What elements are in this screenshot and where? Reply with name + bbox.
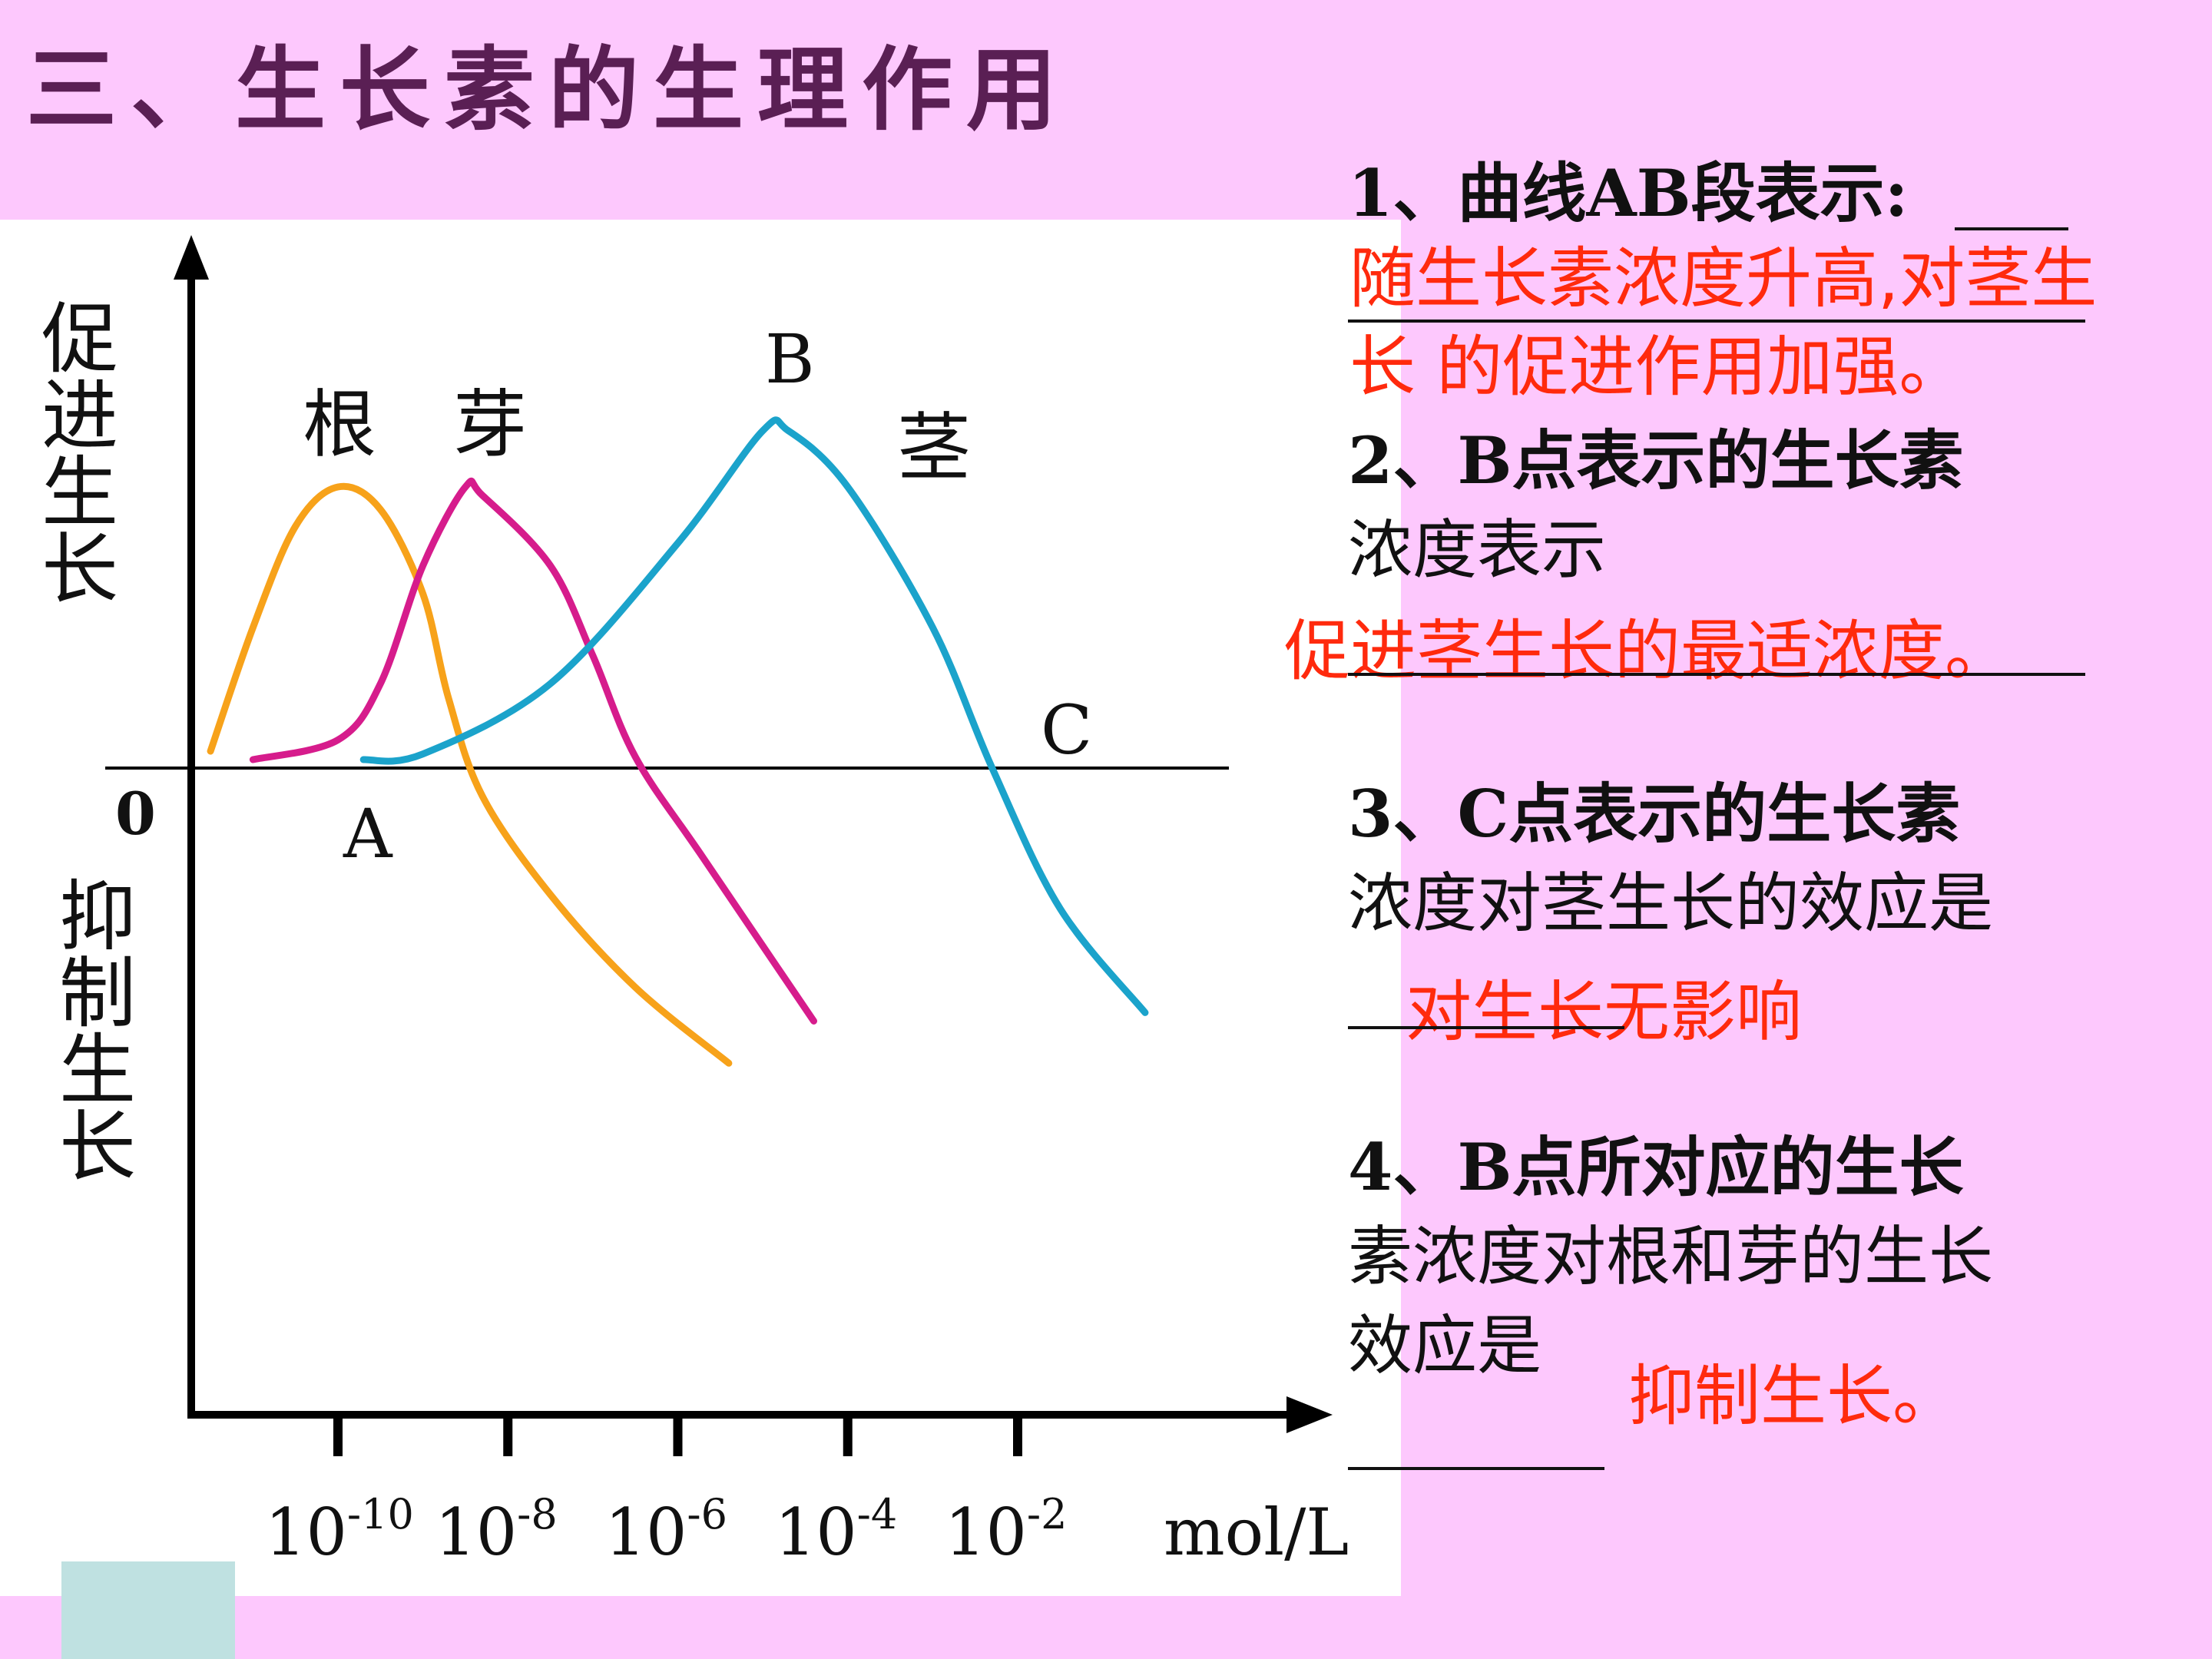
q3-blank bbox=[1348, 1026, 1624, 1029]
chart-panel: 促进生长 抑制生长 0 A B C 根 芽 茎 10-10 10-8 10-6 10-… bbox=[0, 220, 1401, 1596]
point-label-B: B bbox=[765, 320, 815, 399]
q2-line1: 2、B点表示的生长素 bbox=[1348, 422, 1964, 498]
q4-answer: 抑制生长。 bbox=[1628, 1358, 1959, 1435]
q4-line3: 效应是 bbox=[1348, 1308, 1542, 1383]
q1-answer-line2: 长 的促进作用加强。 bbox=[1349, 329, 1965, 406]
q3-line1: 3、C点表示的生长素 bbox=[1348, 776, 1961, 852]
curves bbox=[207, 416, 1149, 1067]
q4-line2: 素浓度对根和芽的生长 bbox=[1348, 1219, 1994, 1294]
x-axis-arrow bbox=[1286, 1396, 1333, 1433]
origin-label: 0 bbox=[115, 780, 156, 848]
bud-curve bbox=[249, 477, 817, 1025]
q1-answer-line1: 随生长素浓度升高,对茎生 bbox=[1349, 240, 2098, 317]
x-tick-label: 10-6 bbox=[605, 1490, 728, 1570]
q1-blank bbox=[1955, 227, 2068, 230]
point-label-C: C bbox=[1041, 690, 1092, 770]
q3-answer: 对生长无影响 bbox=[1406, 974, 1802, 1051]
q4-blank bbox=[1348, 1467, 1604, 1470]
x-ticks bbox=[333, 1418, 1022, 1456]
x-tick-label: 10-2 bbox=[945, 1490, 1068, 1570]
decorative-block bbox=[61, 1561, 235, 1659]
series-label-stem: 茎 bbox=[897, 405, 971, 491]
y-label-negative: 抑制生长 bbox=[46, 876, 136, 1183]
root-curve bbox=[207, 482, 733, 1067]
q3-line2: 浓度对茎生长的效应是 bbox=[1348, 866, 1994, 941]
series-label-root: 根 bbox=[303, 382, 376, 468]
x-tick-label: 10-10 bbox=[265, 1490, 414, 1570]
q2-blank bbox=[1348, 673, 2085, 676]
x-tick-label: 10-8 bbox=[435, 1490, 558, 1570]
series-label-bud: 芽 bbox=[453, 382, 527, 468]
stem-curve bbox=[359, 416, 1149, 1016]
auxin-response-chart: 促进生长 抑制生长 0 A B C 根 芽 茎 10-10 10-8 10-6 10-… bbox=[28, 235, 1349, 1570]
y-label-positive: 促进生长 bbox=[28, 298, 118, 605]
point-label-A: A bbox=[343, 794, 393, 873]
x-tick-label: 10-4 bbox=[775, 1490, 898, 1570]
x-tick-labels: 10-10 10-8 10-6 10-4 10-2 bbox=[265, 1490, 1068, 1570]
q1-answer-underline bbox=[1348, 320, 2085, 323]
q4-line1: 4、B点所对应的生长 bbox=[1348, 1129, 1964, 1205]
x-unit-label: mol/L bbox=[1164, 1495, 1349, 1570]
q1-text: 1、曲线AB段表示: bbox=[1348, 155, 1909, 231]
q2-line2: 浓度表示 bbox=[1348, 512, 1607, 588]
q2-answer: 促进茎生长的最适浓度。 bbox=[1284, 613, 2011, 690]
slide-title: 三、生长素的生理作用 bbox=[26, 37, 1071, 143]
y-axis-arrow bbox=[174, 235, 209, 280]
